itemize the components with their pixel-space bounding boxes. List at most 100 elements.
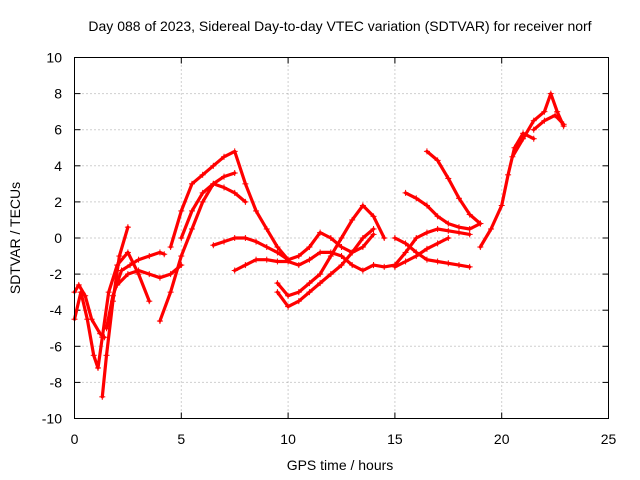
- data-point: [327, 235, 334, 241]
- series-arc-17: [391, 235, 452, 270]
- data-point: [253, 238, 260, 245]
- data-point: [221, 153, 228, 160]
- data-point: [317, 229, 324, 236]
- data-point: [445, 220, 452, 227]
- y-tick-label: -8: [50, 374, 63, 390]
- series-arc-4: [103, 249, 168, 332]
- data-point: [359, 202, 366, 209]
- chart-title: Day 088 of 2023, Sidereal Day-to-day VTE…: [88, 18, 591, 34]
- data-point: [114, 281, 121, 288]
- data-point: [124, 249, 131, 256]
- data-point: [423, 229, 430, 236]
- tick-labels: 0 5 10 15 20 25 -10 -8 -6 -4 -2 0 2 4 6 8 10: [42, 50, 617, 448]
- data-point: [455, 224, 462, 231]
- data-point: [109, 292, 116, 299]
- data-point: [156, 249, 163, 256]
- data-point: [327, 271, 334, 278]
- data-point: [90, 352, 97, 359]
- data-point: [338, 235, 345, 241]
- data-point: [118, 267, 125, 274]
- data-point: [434, 213, 441, 220]
- data-point: [445, 235, 452, 241]
- series-line: [393, 236, 450, 269]
- data-point: [359, 244, 366, 251]
- data-point: [127, 262, 134, 269]
- data-point: [178, 253, 185, 260]
- data-point: [188, 225, 195, 232]
- data-point: [498, 202, 505, 209]
- data-point: [263, 244, 270, 251]
- data-point: [541, 117, 548, 124]
- data-point: [274, 289, 281, 296]
- series-arc-11: [274, 202, 388, 299]
- data-point: [349, 262, 356, 269]
- data-point: [306, 280, 313, 287]
- y-tick-label: 10: [46, 50, 62, 66]
- data-point: [359, 235, 366, 241]
- y-tick-label: -6: [50, 338, 63, 354]
- data-point: [167, 271, 174, 278]
- x-axis-label: GPS time / hours: [287, 457, 394, 473]
- data-point: [413, 195, 420, 202]
- data-point: [178, 207, 185, 214]
- data-point: [274, 280, 281, 287]
- series-line: [169, 149, 290, 262]
- y-axis-label: SDTVAR / TECUs: [7, 182, 23, 294]
- data-point: [317, 280, 324, 287]
- series-line: [371, 227, 472, 269]
- data-point: [423, 202, 430, 209]
- data-point: [99, 393, 106, 400]
- data-point: [530, 126, 537, 133]
- data-point: [466, 263, 473, 270]
- series-arc-7: [167, 148, 292, 263]
- series-line: [425, 149, 482, 226]
- data-point: [530, 135, 537, 142]
- series-arc-8: [178, 180, 249, 241]
- data-point: [231, 235, 238, 241]
- data-point: [274, 244, 281, 251]
- data-point: [231, 267, 238, 274]
- data-point: [306, 244, 313, 251]
- data-point: [242, 262, 249, 269]
- data-point: [295, 262, 302, 269]
- series-line: [532, 113, 566, 132]
- data-point: [199, 198, 206, 205]
- series-arc-6: [156, 170, 238, 325]
- series-arc-10: [231, 249, 377, 274]
- data-point: [156, 318, 163, 325]
- data-point: [338, 244, 345, 251]
- data-point: [156, 274, 163, 281]
- data-point: [285, 258, 292, 265]
- data-point: [381, 263, 388, 270]
- y-tick-label: 2: [54, 194, 62, 210]
- series-arc-2: [71, 281, 108, 341]
- data-point: [146, 298, 153, 305]
- y-tick-label: 4: [54, 158, 62, 174]
- data-point: [167, 244, 174, 251]
- data-point: [231, 189, 238, 196]
- data-point: [477, 220, 484, 227]
- data-point: [402, 258, 409, 265]
- data-point: [178, 235, 185, 241]
- x-tick-label: 25: [601, 431, 617, 447]
- data-point: [188, 207, 195, 214]
- data-point: [188, 180, 195, 187]
- series-arc-14: [391, 235, 473, 270]
- data-point: [488, 225, 495, 232]
- data-point: [221, 238, 228, 245]
- y-tick-label: -10: [42, 411, 62, 427]
- series-arc-5: [114, 262, 185, 288]
- data-point: [105, 289, 112, 296]
- series-line: [275, 227, 376, 309]
- data-point: [445, 260, 452, 267]
- data-point: [263, 225, 270, 232]
- series-arc-16: [423, 148, 484, 227]
- y-tick-label: 6: [54, 122, 62, 138]
- data-point: [423, 256, 430, 263]
- data-point: [242, 198, 249, 205]
- series-line: [211, 231, 376, 262]
- data-point: [455, 195, 462, 202]
- data-point: [434, 258, 441, 265]
- data-point: [402, 189, 409, 196]
